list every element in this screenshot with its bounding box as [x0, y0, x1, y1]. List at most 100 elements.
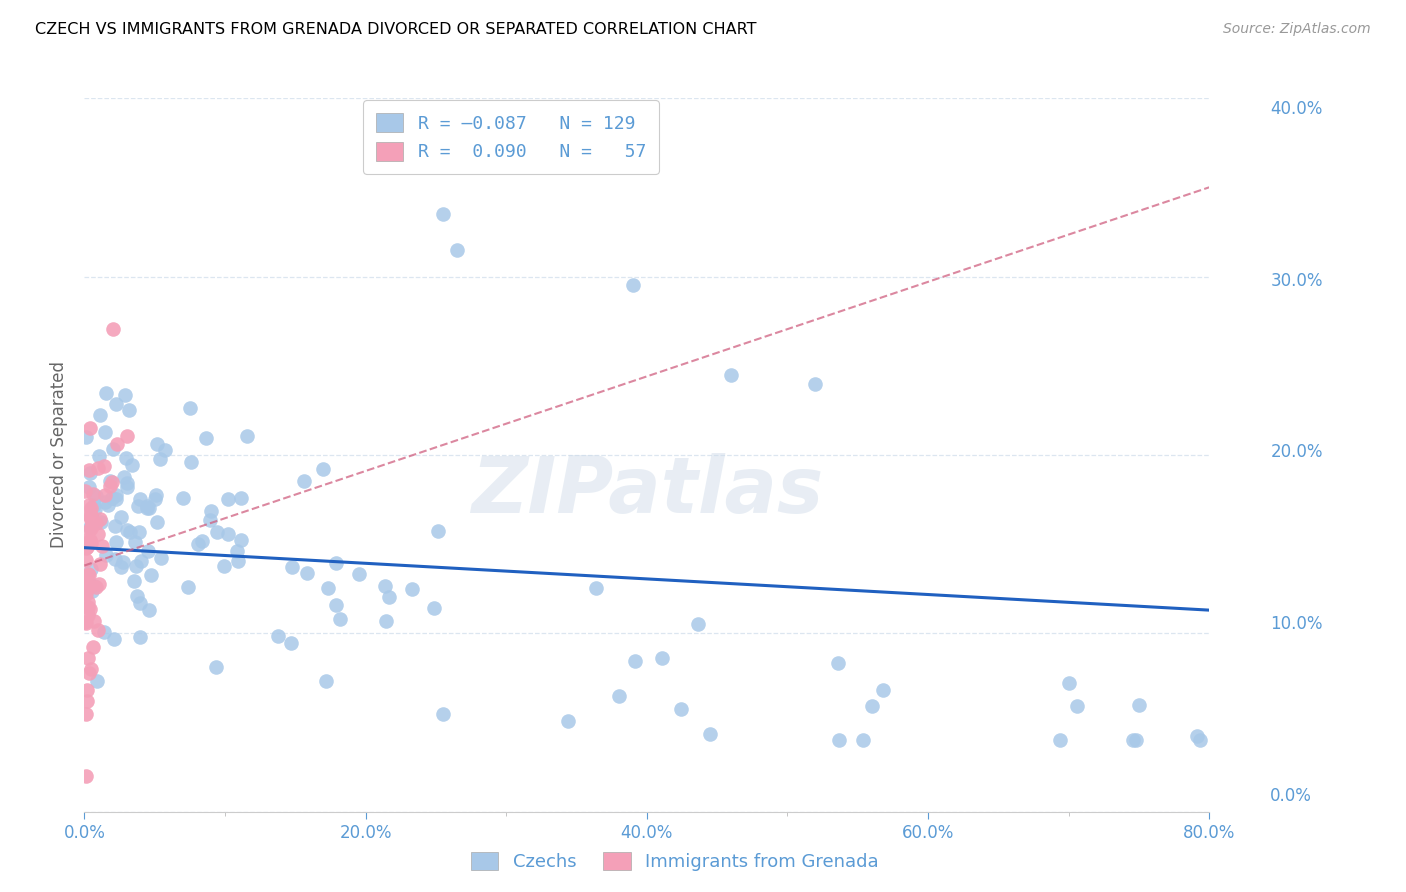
- Point: [191, 469, 214, 483]
- Point: [378, 469, 401, 483]
- Point: [304, 519, 326, 533]
- Point: [291, 648, 314, 662]
- Point: [283, 427, 305, 442]
- Point: [412, 602, 434, 616]
- Point: [304, 486, 326, 500]
- Point: [267, 398, 290, 412]
- Point: [214, 527, 236, 541]
- Point: [267, 450, 290, 465]
- Point: [170, 528, 193, 542]
- Point: [353, 617, 375, 632]
- Point: [176, 571, 198, 585]
- Point: [225, 495, 247, 509]
- Point: [201, 546, 224, 560]
- Point: [238, 447, 260, 461]
- Point: [896, 718, 918, 732]
- Point: [724, 639, 747, 653]
- Point: [696, 280, 718, 294]
- Point: [169, 458, 191, 472]
- Point: [457, 603, 479, 617]
- Point: [312, 536, 335, 550]
- Point: [188, 474, 211, 488]
- Point: [235, 434, 257, 448]
- Point: [173, 482, 195, 496]
- Point: [169, 597, 191, 611]
- Point: [181, 531, 204, 545]
- Point: [233, 486, 256, 500]
- Point: [167, 670, 190, 684]
- Text: ZIPatlas: ZIPatlas: [544, 447, 897, 523]
- Point: [172, 574, 194, 589]
- Point: [180, 508, 202, 523]
- Point: [166, 478, 188, 492]
- Point: [314, 545, 336, 559]
- Point: [299, 549, 322, 564]
- Point: [166, 560, 188, 574]
- Point: [918, 718, 941, 732]
- Point: [194, 512, 217, 526]
- Point: [169, 475, 191, 489]
- Point: [180, 549, 202, 563]
- Point: [170, 504, 193, 518]
- Point: [239, 542, 262, 557]
- Point: [170, 461, 193, 475]
- Point: [166, 533, 188, 547]
- Point: [184, 489, 207, 503]
- Point: [218, 586, 240, 600]
- Point: [512, 211, 534, 226]
- Point: [770, 713, 793, 727]
- Point: [759, 607, 782, 621]
- Point: [211, 452, 233, 467]
- Point: [169, 491, 191, 506]
- Point: [217, 580, 239, 594]
- Point: [186, 539, 208, 553]
- Point: [167, 584, 190, 599]
- Point: [170, 513, 193, 527]
- Point: [187, 492, 209, 507]
- Point: [179, 568, 201, 582]
- Point: [166, 544, 188, 558]
- Point: [1118, 663, 1140, 677]
- Point: [260, 485, 283, 500]
- Point: [167, 533, 190, 547]
- Point: [179, 612, 201, 626]
- Point: [873, 375, 896, 389]
- Point: [166, 606, 188, 620]
- Point: [166, 426, 188, 441]
- Point: [204, 446, 226, 460]
- Point: [633, 700, 655, 714]
- Point: [366, 624, 388, 639]
- Point: [287, 497, 309, 511]
- Point: [1241, 714, 1264, 728]
- Point: [316, 485, 339, 500]
- Point: [184, 482, 207, 496]
- Point: [205, 516, 228, 530]
- Point: [165, 605, 187, 619]
- Point: [235, 508, 257, 522]
- Point: [172, 501, 194, 516]
- Point: [742, 688, 765, 702]
- Point: [170, 515, 193, 529]
- Point: [380, 557, 402, 571]
- Point: [661, 571, 683, 585]
- Point: [697, 641, 720, 656]
- Point: [243, 438, 266, 452]
- Point: [173, 628, 195, 642]
- Point: [1181, 718, 1204, 732]
- Point: [170, 592, 193, 607]
- Point: [218, 517, 240, 532]
- Point: [938, 669, 960, 683]
- Point: [174, 570, 197, 584]
- Point: [194, 527, 217, 541]
- Point: [186, 422, 208, 436]
- Point: [219, 545, 242, 559]
- Point: [235, 482, 257, 496]
- Point: [208, 401, 231, 415]
- Point: [176, 661, 198, 675]
- Point: [176, 509, 198, 524]
- Point: [266, 570, 288, 584]
- Point: [174, 603, 197, 617]
- Point: [792, 366, 814, 380]
- Point: [395, 457, 418, 471]
- Point: [169, 559, 191, 574]
